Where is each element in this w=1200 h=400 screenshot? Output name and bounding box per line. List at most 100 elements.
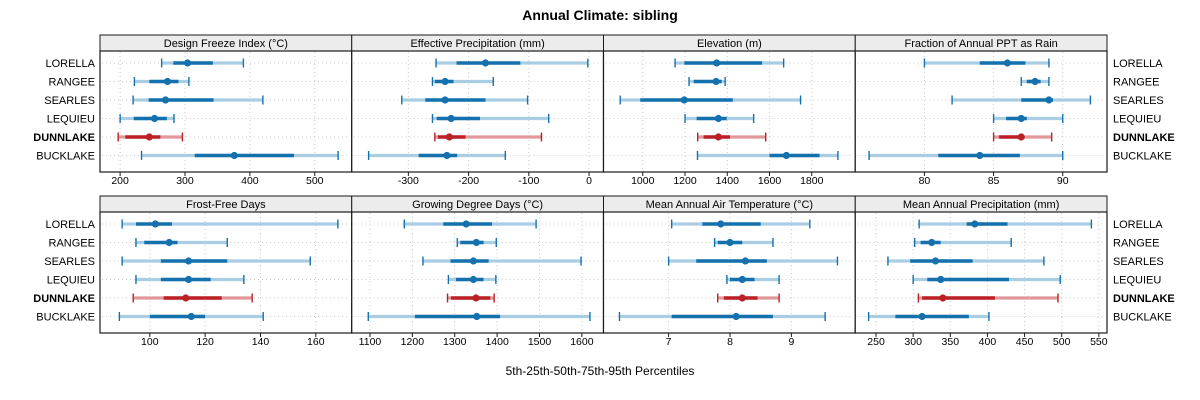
percentile-series-bucklake xyxy=(367,312,591,321)
percentile-series-lorella xyxy=(121,219,339,229)
site-label-left-lorella: LORELLA xyxy=(45,219,95,231)
median-dot xyxy=(976,151,984,160)
percentile-series-lorella xyxy=(918,219,1093,229)
percentile-series-rangee xyxy=(688,77,726,86)
panel-strip-title: Effective Precipitation (mm) xyxy=(410,38,544,50)
percentile-series-searles xyxy=(951,95,1092,105)
median-dot xyxy=(782,151,790,160)
percentile-series-lequieu xyxy=(431,114,550,123)
median-dot xyxy=(1031,77,1039,86)
site-label-right-dunnlake: DUNNLAKE xyxy=(1113,293,1175,305)
axis-tick-label: 500 xyxy=(306,175,324,187)
panel-effective-precipitation-mm-: Effective Precipitation (mm) -300 -200 -100… xyxy=(351,34,605,187)
median-dot xyxy=(918,312,926,321)
percentile-series-bucklake xyxy=(868,151,1064,160)
median-dot xyxy=(161,96,170,104)
median-dot xyxy=(145,133,153,141)
percentile-series-dunnlake xyxy=(434,132,543,142)
site-label-left-bucklake: BUCKLAKE xyxy=(36,312,95,324)
median-dot xyxy=(184,275,193,284)
percentile-series-dunnlake xyxy=(992,132,1053,142)
median-dot xyxy=(714,133,722,141)
median-dot xyxy=(939,294,947,302)
panel-frame xyxy=(602,50,856,173)
percentile-series-bucklake xyxy=(618,312,826,321)
median-dot xyxy=(738,275,746,284)
site-label-left-rangee: RANGEE xyxy=(49,238,95,250)
median-dot xyxy=(473,312,481,321)
median-dot xyxy=(447,114,455,123)
axis-tick-label: 1000 xyxy=(631,175,655,187)
site-label-right-rangee: RANGEE xyxy=(1113,238,1159,250)
axis-tick-label: 200 xyxy=(111,175,129,187)
percentile-series-lequieu xyxy=(119,114,175,123)
axis-tick-label: 1400 xyxy=(716,175,740,187)
axis-tick-label: 250 xyxy=(867,336,885,348)
median-dot xyxy=(928,238,936,247)
median-dot xyxy=(680,96,688,104)
percentile-series-lequieu xyxy=(684,114,755,123)
percentile-series-searles xyxy=(619,95,802,105)
percentile-axis-caption: 5th-25th-50th-75th-95th Percentiles xyxy=(505,364,695,378)
axis-tick-label: -300 xyxy=(398,175,419,187)
median-dot xyxy=(469,257,477,265)
median-dot xyxy=(931,257,940,265)
axis-tick-label: 1200 xyxy=(673,175,697,187)
percentile-series-dunnlake xyxy=(117,132,184,142)
axis-tick-label: 140 xyxy=(252,336,270,348)
percentile-series-dunnlake xyxy=(917,293,1059,303)
axis-tick-label: 400 xyxy=(241,175,259,187)
site-label-left-rangee: RANGEE xyxy=(49,77,95,89)
median-dot xyxy=(472,294,480,302)
percentile-series-rangee xyxy=(431,77,494,86)
median-dot xyxy=(732,312,740,321)
site-label-right-searles: SEARLES xyxy=(1113,256,1164,268)
median-dot xyxy=(165,238,173,247)
percentile-series-dunnlake xyxy=(446,293,495,303)
axis-tick-label: -100 xyxy=(518,175,539,187)
median-dot xyxy=(1003,59,1012,67)
percentile-series-searles xyxy=(667,256,839,266)
axis-tick-label: 100 xyxy=(141,336,159,348)
axis-tick-label: 1800 xyxy=(800,175,824,187)
panel-fraction-of-annual-ppt-as-rain: Fraction of Annual PPT as Rain 80 85 90 xyxy=(854,34,1108,187)
axis-tick-label: -200 xyxy=(458,175,479,187)
axis-tick-label: 400 xyxy=(979,336,997,348)
percentile-series-lorella xyxy=(160,58,245,68)
percentile-series-lequieu xyxy=(912,275,1061,284)
site-label-left-searles: SEARLES xyxy=(44,95,95,107)
median-dot xyxy=(472,238,480,247)
panel-growing-degree-days-c-: Growing Degree Days (°C) 1100 1200 1300 1400… xyxy=(351,195,605,348)
site-label-left-lequieu: LEQUIEU xyxy=(47,275,95,287)
percentile-series-lequieu xyxy=(135,275,245,284)
percentile-series-bucklake xyxy=(367,151,507,160)
percentile-series-bucklake xyxy=(696,151,839,160)
median-dot xyxy=(441,77,449,86)
percentile-series-rangee xyxy=(1020,77,1050,86)
percentile-series-rangee xyxy=(913,238,1012,247)
axis-tick-label: 1200 xyxy=(401,336,425,348)
percentile-series-lorella xyxy=(923,58,1050,68)
median-dot xyxy=(151,220,159,228)
percentile-series-searles xyxy=(422,256,582,266)
site-label-right-lorella: LORELLA xyxy=(1113,58,1163,70)
median-dot xyxy=(937,275,945,284)
median-dot xyxy=(1017,133,1025,141)
percentile-series-dunnlake xyxy=(132,293,253,303)
panel-frame xyxy=(99,211,353,334)
median-dot xyxy=(738,294,746,302)
median-dot xyxy=(183,59,192,67)
panel-mean-annual-precipitation-mm-: Mean Annual Precipitation (mm) 250 300 350 4… xyxy=(854,195,1108,348)
median-dot xyxy=(163,77,172,86)
percentile-series-lorella xyxy=(435,58,589,68)
site-label-right-dunnlake: DUNNLAKE xyxy=(1113,132,1175,144)
median-dot xyxy=(150,114,159,123)
median-dot xyxy=(445,133,453,141)
axis-tick-label: 300 xyxy=(904,336,922,348)
axis-tick-label: 550 xyxy=(1090,336,1108,348)
median-dot xyxy=(1045,96,1053,104)
axis-tick-label: 1400 xyxy=(485,336,509,348)
median-dot xyxy=(469,275,477,284)
axis-tick-label: 1600 xyxy=(758,175,782,187)
percentile-series-lorella xyxy=(403,219,537,229)
